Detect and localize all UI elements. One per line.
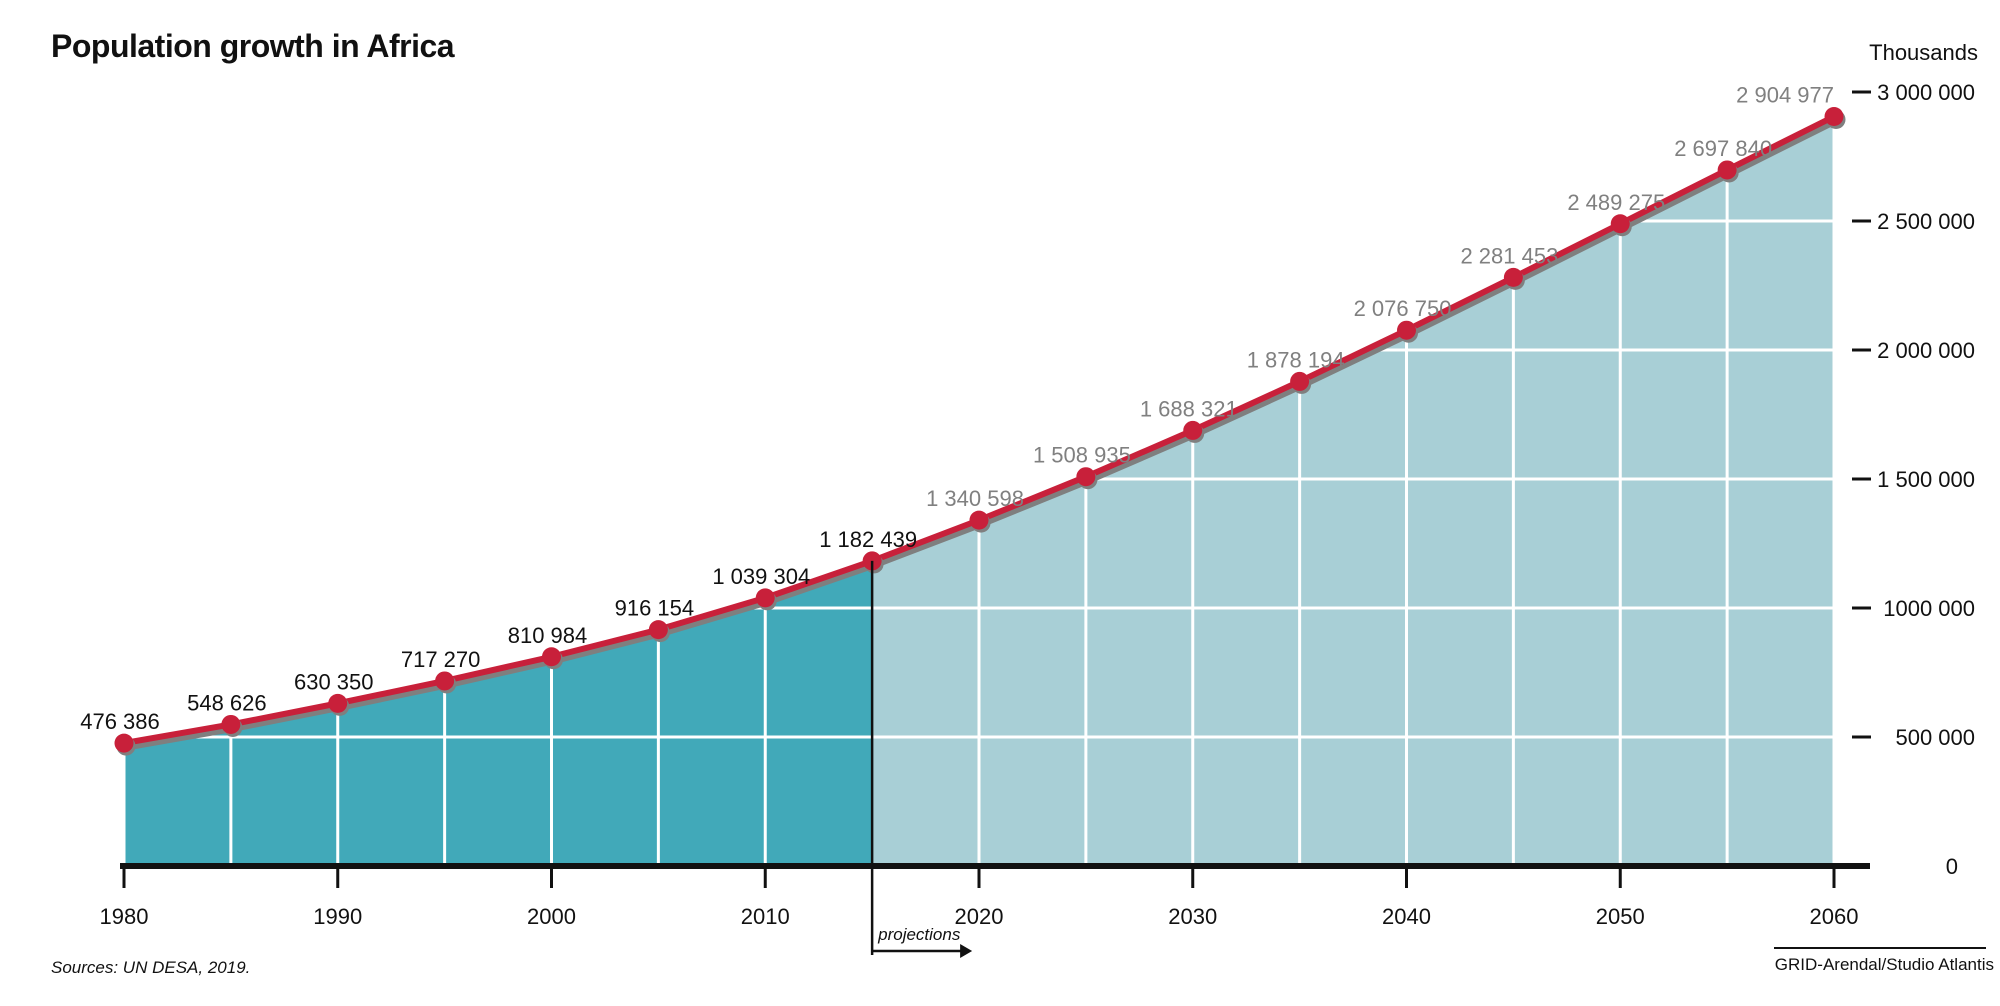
x-tick-label-2000: 2000 bbox=[527, 904, 576, 929]
x-tick-label-2020: 2020 bbox=[955, 904, 1004, 929]
source-note: Sources: UN DESA, 2019. bbox=[51, 958, 251, 977]
x-tick-label-2060: 2060 bbox=[1810, 904, 1859, 929]
data-label-2035: 1 878 194 bbox=[1247, 347, 1345, 372]
data-point-1980 bbox=[114, 733, 134, 753]
data-label-layer: 476 386 548 626 630 350 717 270 810 984 916 1… bbox=[80, 83, 1834, 735]
data-label-2000: 810 984 bbox=[508, 623, 588, 648]
y-tick-label-2500000: 2 500 000 bbox=[1877, 209, 1975, 234]
y-tick-label-0: 0 bbox=[1946, 854, 1958, 879]
data-label-2020: 1 340 598 bbox=[926, 486, 1024, 511]
data-point-2000 bbox=[542, 647, 561, 667]
data-point-2060 bbox=[1824, 107, 1844, 127]
data-label-2005: 916 154 bbox=[615, 596, 695, 621]
credit-rule bbox=[1774, 947, 1986, 949]
data-point-2020 bbox=[969, 510, 989, 530]
x-tick-label-1980: 1980 bbox=[100, 904, 149, 929]
area-layer bbox=[124, 116, 1834, 866]
x-tick-label-2010: 2010 bbox=[741, 904, 790, 929]
projection-area bbox=[872, 116, 1834, 866]
data-point-2055 bbox=[1717, 160, 1737, 180]
chart-title: Population growth in Africa bbox=[51, 28, 455, 64]
data-point-1995 bbox=[435, 671, 455, 691]
axis-layer: 1980 1990 2000 2010 2020 2030 2040 2050 2060 0 500… bbox=[100, 80, 1975, 958]
y-tick-label-1000000: 1000 000 bbox=[1883, 596, 1975, 621]
data-point-2030 bbox=[1183, 420, 1203, 440]
projections-label: projections bbox=[877, 925, 961, 944]
x-tick-label-2050: 2050 bbox=[1596, 904, 1645, 929]
data-label-2040: 2 076 750 bbox=[1354, 296, 1452, 321]
data-point-1985 bbox=[221, 714, 241, 734]
y-tick-label-500000: 500 000 bbox=[1895, 725, 1975, 750]
data-point-2010 bbox=[755, 588, 775, 608]
data-label-2055: 2 697 840 bbox=[1674, 136, 1772, 161]
x-tick-label-2040: 2040 bbox=[1382, 904, 1431, 929]
y-tick-label-1500000: 1 500 000 bbox=[1877, 467, 1975, 492]
x-tick-label-2030: 2030 bbox=[1168, 904, 1217, 929]
data-point-2025 bbox=[1076, 467, 1096, 487]
data-label-2025: 1 508 935 bbox=[1033, 443, 1131, 468]
projection-arrowhead bbox=[960, 944, 973, 958]
data-label-2030: 1 688 321 bbox=[1140, 396, 1238, 421]
y-axis-title: Thousands bbox=[1869, 40, 1978, 65]
data-label-2015: 1 182 439 bbox=[819, 527, 917, 552]
data-label-2060: 2 904 977 bbox=[1736, 83, 1834, 108]
x-tick-label-1990: 1990 bbox=[313, 904, 362, 929]
data-label-1995: 717 270 bbox=[401, 647, 481, 672]
historical-area bbox=[124, 560, 873, 866]
data-point-2045 bbox=[1503, 267, 1523, 287]
data-label-2045: 2 281 453 bbox=[1460, 243, 1558, 268]
data-point-2035 bbox=[1290, 371, 1310, 391]
data-point-2050 bbox=[1610, 214, 1630, 234]
y-tick-label-2000000: 2 000 000 bbox=[1877, 338, 1975, 363]
data-label-2010: 1 039 304 bbox=[712, 564, 810, 589]
data-point-2005 bbox=[648, 620, 668, 640]
data-label-2050: 2 489 275 bbox=[1567, 190, 1665, 215]
series-layer bbox=[114, 107, 1846, 756]
data-point-1990 bbox=[328, 693, 348, 713]
data-label-1990: 630 350 bbox=[294, 669, 374, 694]
credit-text: GRID-Arendal/Studio Atlantis bbox=[1774, 955, 1994, 974]
data-label-1985: 548 626 bbox=[187, 690, 267, 715]
y-tick-label-3000000: 3 000 000 bbox=[1877, 80, 1975, 105]
data-label-1980: 476 386 bbox=[80, 709, 160, 734]
data-point-2040 bbox=[1397, 320, 1416, 340]
